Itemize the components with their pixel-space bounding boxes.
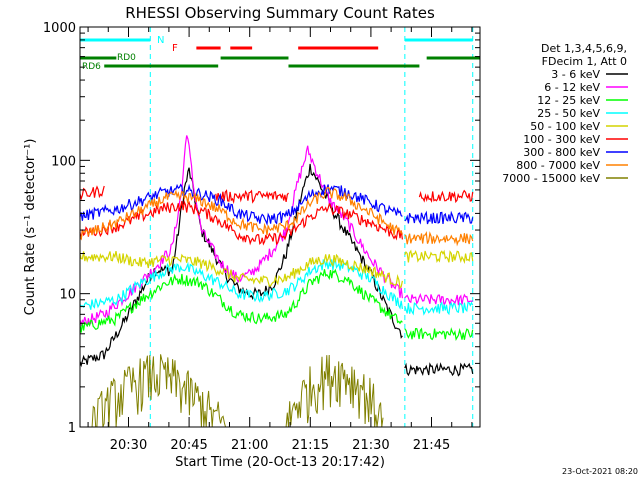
legend-entry: 7000 - 15000 keV	[502, 172, 600, 185]
y-tick-label: 1000	[43, 21, 76, 36]
series-line	[418, 189, 474, 204]
series-line	[79, 259, 403, 310]
legend-header: FDecim 1, Att 0	[542, 55, 627, 68]
flag-label: F	[172, 43, 178, 54]
series-line	[79, 135, 403, 327]
series-line	[79, 268, 403, 333]
series-line	[404, 293, 474, 308]
series-line	[404, 362, 474, 377]
series-line	[404, 301, 474, 316]
x-tick-label: 20:30	[110, 438, 147, 453]
series-line	[404, 327, 474, 341]
chart-title: RHESSI Observing Summary Count Rates	[125, 4, 435, 22]
y-tick-label: 10	[59, 288, 76, 303]
flag-label: RD6	[82, 62, 101, 72]
x-tick-label: 20:45	[170, 438, 207, 453]
flag-label: RD0	[117, 53, 136, 63]
series-line	[285, 354, 384, 428]
x-tick-label: 21:30	[352, 438, 389, 453]
legend-entry: 800 - 7000 keV	[516, 159, 600, 172]
legend-entry: 25 - 50 keV	[537, 107, 600, 120]
x-tick-label: 21:00	[231, 438, 268, 453]
series-line	[91, 354, 226, 428]
legend-entry: 6 - 12 keV	[544, 81, 600, 94]
series-line	[79, 250, 403, 290]
series-line	[215, 189, 289, 205]
series-line	[79, 185, 105, 201]
legend-entry: 100 - 300 keV	[523, 133, 600, 146]
legend: Det 1,3,4,5,6,9,FDecim 1, Att 03 - 6 keV…	[502, 42, 628, 185]
series-line	[404, 249, 474, 264]
flag-label: N	[157, 35, 164, 46]
y-axis-label: Count Rate (s⁻¹ detector⁻¹)	[23, 139, 38, 316]
series-line	[79, 199, 403, 246]
plot-area: NF RD0 RD6	[79, 27, 480, 428]
legend-header: Det 1,3,4,5,6,9,	[541, 42, 627, 55]
series-line	[79, 183, 403, 227]
legend-entry: 3 - 6 keV	[551, 68, 600, 81]
y-tick-label: 1	[68, 421, 76, 436]
footer-timestamp: 23-Oct-2021 08:20	[562, 467, 638, 476]
x-tick-label: 21:15	[292, 438, 329, 453]
series-line	[79, 186, 403, 241]
y-tick-label: 100	[51, 154, 76, 169]
legend-entry: 12 - 25 keV	[537, 94, 600, 107]
series-line	[404, 210, 474, 225]
plot-frame	[79, 26, 481, 428]
x-tick-label: 21:45	[413, 438, 450, 453]
legend-entry: 300 - 800 keV	[523, 146, 600, 159]
axes: 1 10 100 1000 20:30 20:45 21:00 21:15 21:30 21:45	[43, 21, 480, 453]
series-line	[404, 230, 474, 247]
x-axis-label: Start Time (20-Oct-13 20:17:42)	[175, 455, 385, 470]
legend-entry: 50 - 100 keV	[530, 120, 600, 133]
